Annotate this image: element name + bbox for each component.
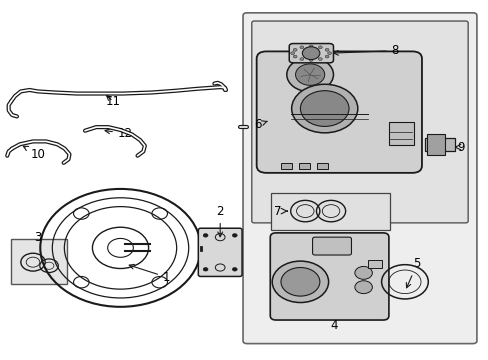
Circle shape: [302, 47, 319, 60]
FancyBboxPatch shape: [427, 134, 444, 155]
FancyBboxPatch shape: [270, 233, 388, 320]
Text: 12: 12: [105, 127, 133, 140]
FancyBboxPatch shape: [251, 21, 467, 223]
Bar: [271, 193, 389, 230]
Circle shape: [293, 48, 296, 51]
Circle shape: [327, 52, 331, 55]
Text: 1: 1: [129, 264, 170, 284]
FancyBboxPatch shape: [424, 138, 454, 151]
FancyBboxPatch shape: [198, 228, 242, 276]
Bar: [11, 239, 67, 284]
Text: 7: 7: [273, 204, 281, 217]
Circle shape: [281, 267, 319, 296]
Circle shape: [290, 52, 294, 55]
Circle shape: [286, 58, 333, 92]
Circle shape: [300, 91, 348, 126]
FancyBboxPatch shape: [312, 237, 351, 255]
Text: 9: 9: [456, 141, 464, 154]
FancyBboxPatch shape: [243, 13, 476, 343]
Circle shape: [272, 261, 328, 302]
Text: 5: 5: [406, 257, 420, 288]
Bar: [299, 163, 309, 168]
Text: 8: 8: [333, 44, 398, 57]
Text: 4: 4: [330, 319, 338, 332]
FancyBboxPatch shape: [256, 51, 421, 173]
Text: 11: 11: [105, 95, 121, 108]
Circle shape: [318, 46, 322, 49]
Text: 2: 2: [216, 205, 224, 237]
Circle shape: [232, 234, 237, 237]
Bar: [281, 163, 291, 168]
Circle shape: [318, 58, 322, 60]
Text: 10: 10: [23, 146, 45, 161]
Circle shape: [308, 45, 312, 48]
Circle shape: [203, 234, 207, 237]
Circle shape: [203, 267, 207, 271]
Circle shape: [293, 55, 296, 58]
Circle shape: [325, 48, 328, 51]
FancyBboxPatch shape: [288, 44, 333, 63]
Circle shape: [325, 55, 328, 58]
Circle shape: [299, 46, 303, 49]
Circle shape: [354, 266, 372, 279]
Circle shape: [232, 267, 237, 271]
FancyBboxPatch shape: [367, 260, 381, 268]
Text: 3: 3: [34, 231, 41, 244]
Circle shape: [308, 59, 312, 62]
Circle shape: [299, 58, 303, 60]
Circle shape: [295, 64, 324, 85]
Circle shape: [291, 84, 357, 133]
Circle shape: [354, 281, 372, 294]
FancyBboxPatch shape: [388, 122, 413, 145]
Bar: [317, 163, 327, 168]
Text: 6: 6: [253, 118, 266, 131]
